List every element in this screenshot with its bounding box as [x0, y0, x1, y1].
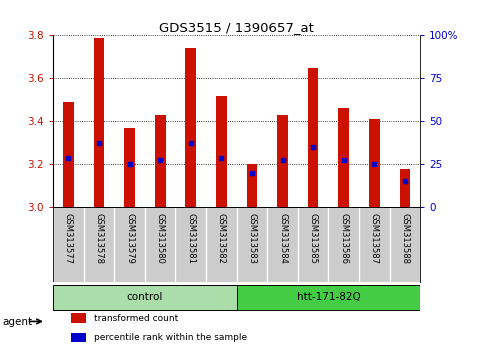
Bar [308, 68, 318, 207]
Text: GSM313587: GSM313587 [370, 213, 379, 264]
Text: htt-171-82Q: htt-171-82Q [297, 292, 360, 302]
Text: transformed count: transformed count [94, 314, 178, 323]
Bar [53, 285, 237, 310]
Bar [277, 115, 288, 207]
Bar [185, 48, 196, 207]
Title: GDS3515 / 1390657_at: GDS3515 / 1390657_at [159, 21, 314, 34]
Text: GSM313586: GSM313586 [339, 213, 348, 264]
Bar [71, 313, 86, 323]
Bar [369, 119, 380, 207]
Bar [71, 333, 86, 342]
Text: GSM313585: GSM313585 [309, 213, 318, 264]
Text: GSM313578: GSM313578 [95, 213, 103, 264]
Text: GSM313588: GSM313588 [400, 213, 410, 264]
Bar [399, 169, 410, 207]
Text: GSM313581: GSM313581 [186, 213, 195, 264]
Text: GSM313580: GSM313580 [156, 213, 165, 264]
Bar [124, 128, 135, 207]
Text: GSM313579: GSM313579 [125, 213, 134, 264]
Bar [237, 285, 420, 310]
Bar [63, 102, 74, 207]
Text: GSM313583: GSM313583 [247, 213, 256, 264]
Text: agent: agent [2, 317, 32, 327]
Text: GSM313582: GSM313582 [217, 213, 226, 264]
Text: percentile rank within the sample: percentile rank within the sample [94, 333, 247, 342]
Bar [155, 115, 166, 207]
Bar [94, 38, 104, 207]
Text: GSM313577: GSM313577 [64, 213, 73, 264]
Bar [216, 96, 227, 207]
Text: control: control [127, 292, 163, 302]
Bar [247, 164, 257, 207]
Text: GSM313584: GSM313584 [278, 213, 287, 264]
Bar [339, 108, 349, 207]
